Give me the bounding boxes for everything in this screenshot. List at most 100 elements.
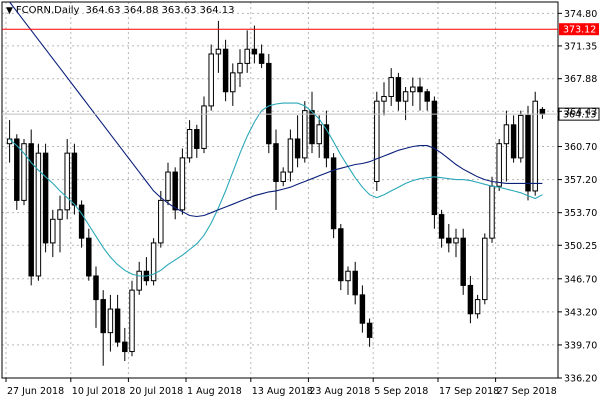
candle-body-bull — [57, 209, 63, 220]
y-tick-label: 367.88 — [564, 74, 597, 85]
candle — [230, 63, 236, 106]
candle-body-bull — [302, 110, 308, 159]
ma-fast-line — [9, 102, 543, 277]
chart-legend: ▼ FCORN,Daily 364.63 364.88 363.63 364.1… — [6, 5, 234, 16]
candle-body-bear — [417, 86, 423, 93]
x-tick-label: 27 Jun 2018 — [7, 386, 64, 397]
y-tick-label: 346.70 — [564, 274, 597, 285]
candle — [129, 280, 135, 357]
y-tick-label: 350.25 — [564, 241, 597, 252]
candle — [158, 190, 164, 248]
candle — [78, 200, 85, 248]
candle-body-bear — [431, 100, 438, 216]
candle-body-bull — [158, 199, 164, 244]
candle — [352, 261, 358, 305]
candle — [35, 143, 42, 281]
candle-body-bear — [172, 171, 178, 211]
candle-body-bear — [359, 294, 366, 324]
candle — [107, 294, 114, 352]
x-tick-label: 10 Jul 2018 — [72, 386, 126, 397]
y-tick-label: 357.20 — [564, 175, 597, 186]
candle-body-bear — [309, 110, 315, 145]
candle-body-bull — [244, 48, 250, 64]
candle-body-bull — [136, 270, 142, 291]
candle — [446, 224, 452, 253]
candle-body-bull — [50, 218, 56, 244]
candle — [438, 209, 445, 248]
candle-body-bear — [539, 108, 546, 115]
x-tick-label: 23 Aug 2018 — [309, 386, 370, 397]
candle — [50, 209, 56, 258]
x-tick-label: 13 Aug 2018 — [252, 386, 313, 397]
y-tick-label: 339.70 — [564, 340, 597, 351]
resistance-price-label: 373.12 — [563, 25, 596, 36]
candle — [86, 228, 92, 281]
candle-body-bull — [374, 100, 380, 182]
candle-body-bull — [186, 129, 193, 159]
candle — [21, 138, 27, 206]
candle — [431, 96, 438, 229]
candle — [302, 101, 308, 163]
candle — [388, 68, 394, 106]
candle — [280, 167, 286, 187]
y-tick-label: 343.20 — [564, 307, 597, 318]
candle-body-bear — [510, 124, 517, 159]
y-tick-label: 360.70 — [564, 142, 597, 153]
candle-body-bear — [352, 270, 358, 296]
candle — [100, 290, 106, 366]
candle-body-bull — [381, 95, 387, 102]
candle-body-bear — [446, 237, 452, 244]
candle — [525, 105, 531, 201]
candle — [93, 266, 99, 328]
candle — [186, 120, 193, 163]
candle — [359, 285, 366, 333]
candle-body-bear — [28, 143, 34, 277]
price-levels: 373.12 364.13 — [2, 23, 600, 121]
candle — [28, 129, 34, 286]
candle-body-bull — [129, 289, 135, 353]
candle — [410, 77, 416, 106]
candle — [518, 110, 524, 163]
quote-open: 364.63 — [85, 5, 121, 16]
x-tick-label: 20 Jul 2018 — [129, 386, 183, 397]
candle-body-bull — [35, 152, 42, 277]
resistance-price-tag — [559, 23, 599, 36]
candle — [532, 91, 538, 196]
candle — [345, 266, 351, 295]
candle-body-bull — [280, 171, 286, 182]
candle-body-bull — [388, 77, 394, 97]
candle-body-bull — [21, 143, 27, 201]
candle-body-bear — [330, 157, 337, 230]
candle-body-bull — [489, 185, 495, 239]
candle — [14, 134, 20, 210]
x-tick-label: 17 Sep 2018 — [439, 386, 499, 397]
candle-body-bull — [532, 100, 538, 192]
candle — [381, 82, 387, 116]
y-tick-label: 364.43 — [564, 107, 597, 118]
x-tick-label: 27 Sep 2018 — [497, 386, 557, 397]
candle-body-bull — [230, 72, 236, 93]
quote-high: 364.88 — [123, 5, 159, 16]
candle — [395, 72, 402, 111]
candle-body-bear — [460, 237, 466, 286]
candle — [237, 49, 243, 88]
candle — [309, 91, 315, 154]
candle-body-bear — [395, 77, 402, 102]
candle — [453, 228, 459, 258]
quote-low: 363.63 — [161, 5, 197, 16]
candle — [503, 110, 510, 182]
indicator-lines — [9, 1, 543, 277]
candle-body-bear — [338, 228, 344, 282]
candle — [136, 261, 142, 295]
candle-body-bear — [42, 152, 49, 244]
x-tick-label: 1 Aug 2018 — [187, 386, 242, 397]
candle — [251, 25, 258, 64]
candle — [467, 275, 474, 324]
candle — [374, 91, 380, 191]
candle-body-bull — [316, 124, 322, 145]
candle-body-bull — [474, 299, 481, 315]
candle — [273, 129, 279, 210]
candle-body-bear — [294, 138, 301, 159]
candle — [208, 44, 214, 111]
candle-body-bear — [323, 124, 330, 159]
